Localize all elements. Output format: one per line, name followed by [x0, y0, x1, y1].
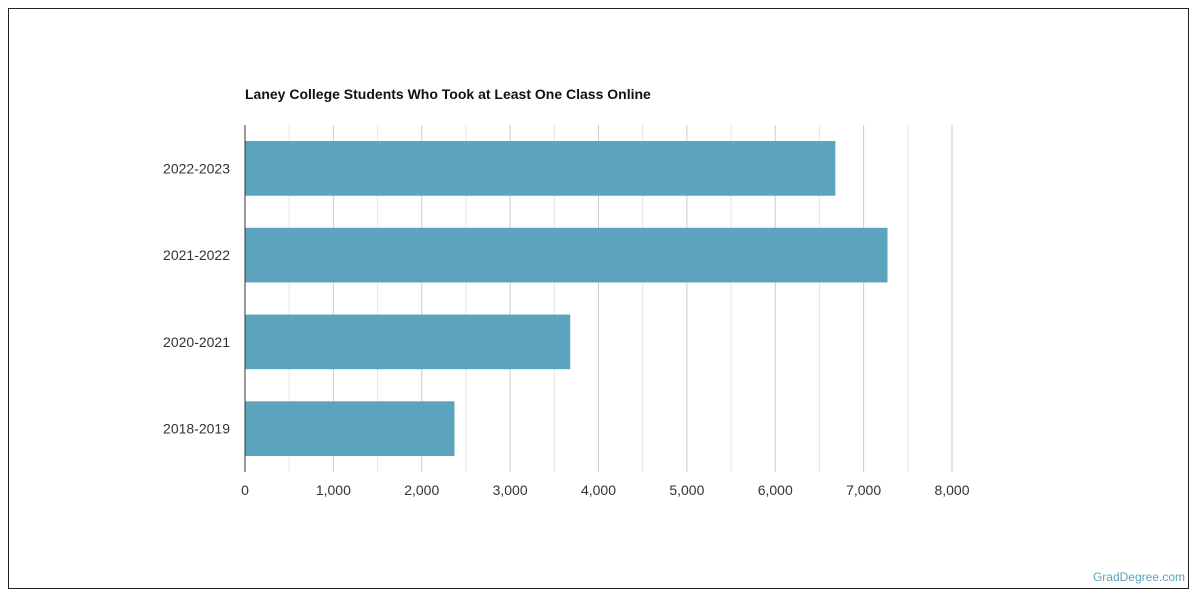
bars: [245, 141, 888, 456]
x-tick-label: 0: [241, 482, 249, 498]
chart-title: Laney College Students Who Took at Least…: [245, 86, 651, 102]
x-tick-label: 2,000: [404, 482, 439, 498]
category-label: 2022-2023: [163, 160, 230, 176]
category-label: 2020-2021: [163, 334, 230, 350]
category-label: 2018-2019: [163, 421, 230, 437]
bar-2020-2021: [245, 314, 571, 370]
bar-2021-2022: [245, 227, 888, 283]
x-tick-label: 1,000: [316, 482, 351, 498]
x-tick-label: 5,000: [669, 482, 704, 498]
watermark-link[interactable]: GradDegree.com: [1092, 570, 1185, 584]
x-tick-label: 6,000: [758, 482, 793, 498]
x-tick-label: 3,000: [493, 482, 528, 498]
bar-2018-2019: [245, 401, 455, 456]
x-tick-label: 7,000: [846, 482, 881, 498]
x-tick-label: 8,000: [934, 482, 969, 498]
x-tick-labels: 0 1,000 2,000 3,000 4,000 5,000 6,000 7,000 8,00…: [241, 482, 970, 498]
category-label: 2021-2022: [163, 247, 230, 263]
x-tick-label: 4,000: [581, 482, 616, 498]
bar-2022-2023: [245, 141, 836, 196]
category-labels: 2022-2023 2021-2022 2020-2021 2018-2019: [163, 160, 230, 436]
